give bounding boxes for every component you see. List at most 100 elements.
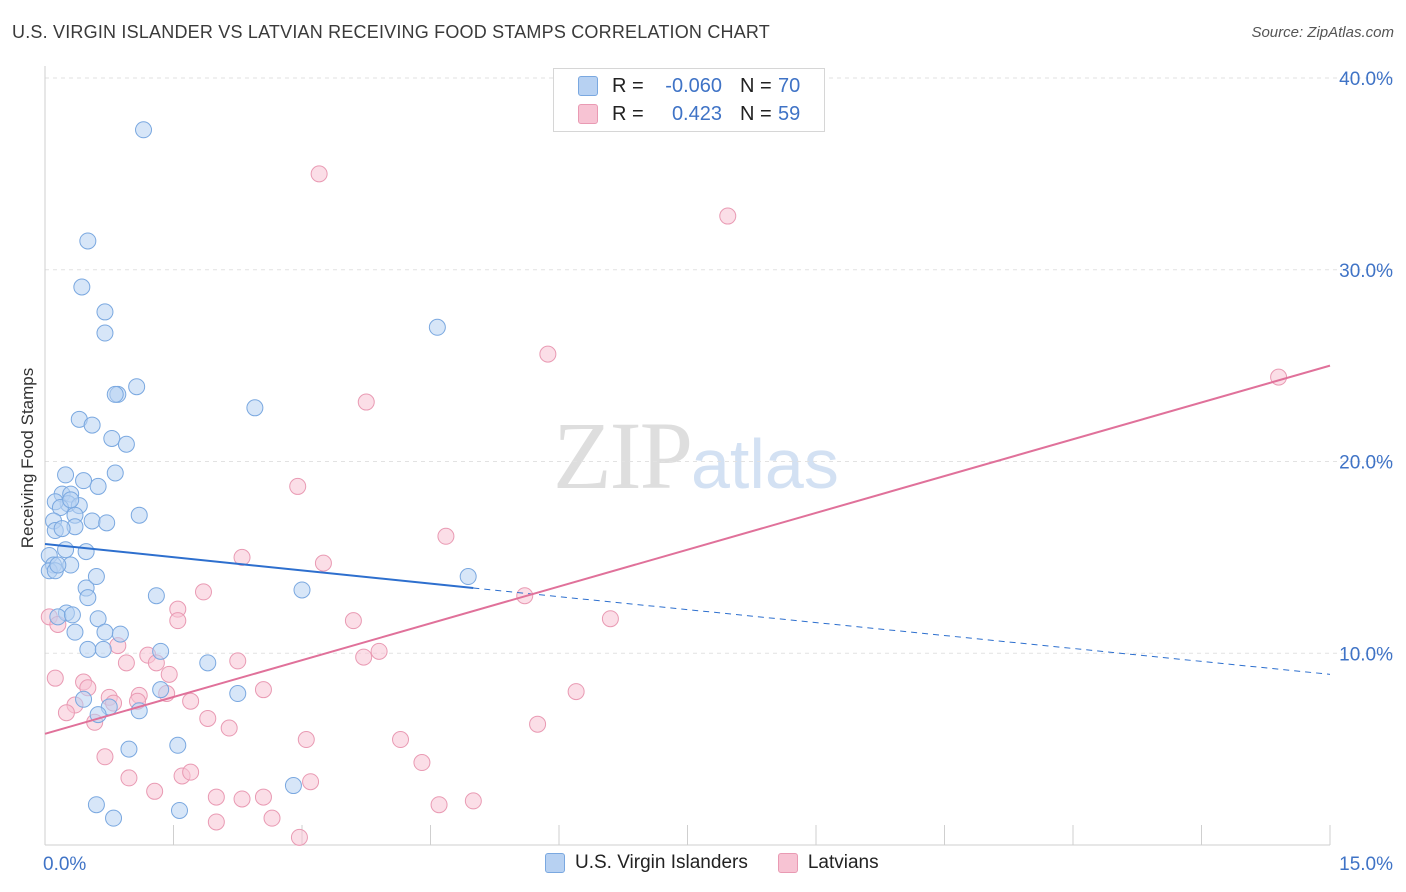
data-point [233, 790, 251, 808]
data-point [120, 769, 138, 787]
data-point [428, 318, 446, 336]
blue-swatch [545, 853, 565, 873]
data-point [169, 612, 187, 630]
data-point [103, 429, 121, 447]
data-point [152, 642, 170, 660]
data-point [289, 477, 307, 495]
data-point [96, 623, 114, 641]
data-point [75, 690, 93, 708]
data-point [290, 828, 308, 846]
data-point [392, 731, 410, 749]
data-point [62, 491, 80, 509]
data-point [96, 303, 114, 321]
data-point [254, 681, 272, 699]
data-point [413, 754, 431, 772]
data-point [170, 801, 188, 819]
data-point [199, 709, 217, 727]
correlation-legend: R = -0.060 N = 70 R = 0.423 N = 59 [553, 68, 825, 132]
data-point [293, 581, 311, 599]
data-point [601, 610, 619, 628]
data-point [146, 782, 164, 800]
data-point [106, 385, 124, 403]
watermark-zip: ZIP [553, 402, 693, 509]
legend-label: Latvians [807, 852, 879, 873]
data-point [79, 232, 97, 250]
chart-title: U.S. VIRGIN ISLANDER VS LATVIAN RECEIVIN… [12, 22, 770, 42]
data-point [83, 416, 101, 434]
y-axis-label: Receiving Food Stamps [18, 368, 37, 548]
data-point [314, 554, 332, 572]
n-label: N = [740, 102, 772, 125]
data-point [105, 809, 123, 827]
data-point [459, 568, 477, 586]
data-point [719, 207, 737, 225]
legend-item-virgin-islanders[interactable]: U.S. Virgin Islanders [545, 852, 748, 874]
axes [44, 66, 1331, 846]
data-point [106, 464, 124, 482]
data-point [297, 731, 315, 749]
r-label: R = [612, 74, 644, 97]
data-point [199, 654, 217, 672]
data-point [53, 520, 71, 538]
data-point [147, 587, 165, 605]
data-point [75, 472, 93, 490]
trend-line-latvians [44, 364, 1331, 735]
data-point [98, 514, 116, 532]
data-point [79, 589, 97, 607]
data-point [73, 278, 91, 296]
n-value: 70 [778, 74, 801, 97]
y-tick-label: 20.0% [1339, 453, 1393, 474]
axis-labels: 10.0% 20.0% 30.0% 40.0% 0.0% 15.0% Receiving F… [18, 69, 1393, 875]
data-point [49, 556, 67, 574]
data-point [233, 548, 251, 566]
data-point [130, 702, 148, 720]
data-point [89, 477, 107, 495]
legend-item-latvians[interactable]: Latvians [777, 852, 879, 874]
n-label: N = [740, 74, 772, 97]
grid-lines [45, 77, 1395, 654]
data-point [194, 583, 212, 601]
data-point [220, 719, 238, 737]
data-point [79, 640, 97, 658]
data-point [160, 665, 178, 683]
data-point [207, 788, 225, 806]
data-point [169, 736, 187, 754]
trend-line-virgin-islanders-extension [473, 587, 1331, 675]
data-point [57, 541, 75, 559]
data-point [182, 763, 200, 781]
trend-lines [44, 364, 1331, 735]
data-point [87, 568, 105, 586]
data-point [430, 796, 448, 814]
data-point [464, 792, 482, 810]
data-point [437, 527, 455, 545]
data-point [111, 625, 129, 643]
source-credit: Source: ZipAtlas.com [1251, 24, 1394, 41]
data-point [229, 652, 247, 670]
legend-row-latvians: R = 0.423 N = 59 [578, 100, 800, 128]
data-point [539, 345, 557, 363]
data-point [246, 399, 264, 417]
latvians-points [40, 165, 1288, 846]
legend-row-virgin-islanders: R = -0.060 N = 70 [578, 72, 800, 100]
watermark: ZIPatlas [553, 400, 839, 511]
blue-swatch [578, 76, 598, 96]
data-point [567, 683, 585, 701]
data-point [57, 704, 75, 722]
data-point [117, 654, 135, 672]
data-point [529, 715, 547, 733]
data-point [117, 435, 135, 453]
pink-swatch [777, 853, 798, 873]
y-tick-label: 40.0% [1339, 69, 1393, 90]
data-point [89, 610, 107, 628]
legend-label: U.S. Virgin Islanders [575, 852, 748, 873]
virgin-islanders-points [40, 121, 477, 827]
data-point [207, 813, 225, 831]
data-point [370, 642, 388, 660]
y-tick-label: 30.0% [1339, 261, 1393, 282]
x-tick-label: 0.0% [43, 854, 86, 875]
data-point [120, 740, 138, 758]
data-point [310, 165, 328, 183]
data-point [63, 606, 81, 624]
data-point [89, 706, 107, 724]
